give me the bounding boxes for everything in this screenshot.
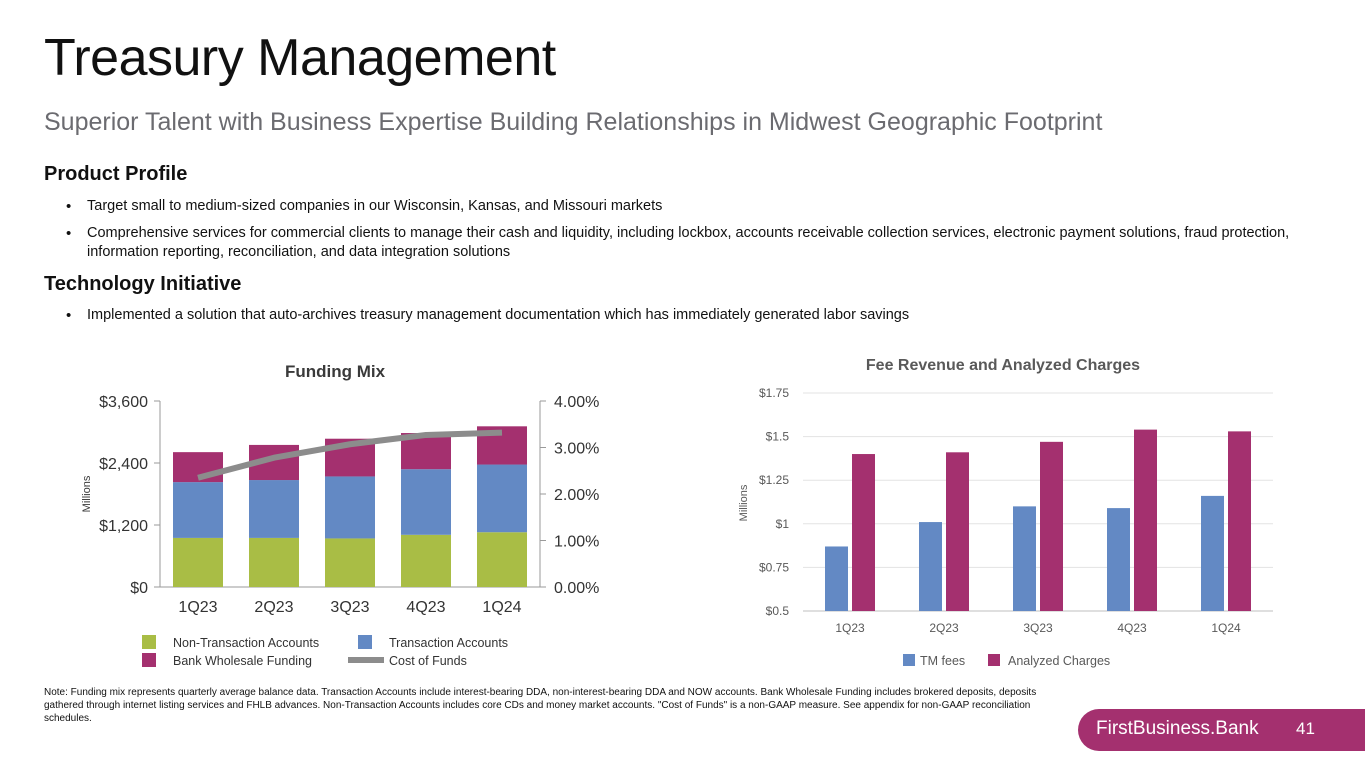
bar-segment — [401, 469, 451, 535]
product-profile-bullets: Target small to medium-sized companies i… — [66, 197, 1306, 270]
legend-label: Analyzed Charges — [1008, 654, 1110, 668]
footnote: Note: Funding mix represents quarterly a… — [44, 687, 1037, 724]
tm-fees-bar — [825, 546, 848, 611]
technology-initiative-bullets: Implemented a solution that auto-archive… — [66, 306, 1306, 333]
y2-tick-label: 2.00% — [554, 487, 599, 504]
bar-segment — [477, 464, 527, 533]
page-number: 41 — [1296, 719, 1315, 738]
y-tick-label: $1 — [776, 517, 790, 531]
y-tick-label: $0.5 — [766, 604, 790, 618]
analyzed-charges-bar — [946, 452, 969, 611]
page-subtitle: Superior Talent with Business Expertise … — [44, 108, 1103, 136]
fee-revenue-chart: Fee Revenue and Analyzed Charges Millions… — [738, 357, 1273, 668]
y-tick-label: $1.25 — [759, 473, 789, 487]
analyzed-charges-bar — [1134, 429, 1157, 611]
section-heading-product-profile: Product Profile — [44, 163, 188, 185]
tm-fees-bar — [1107, 508, 1130, 611]
y-tick-label: $0.75 — [759, 560, 789, 574]
legend-label: TM fees — [920, 654, 965, 668]
y2-tick-label: 1.00% — [554, 534, 599, 551]
y-axis-label: Millions — [81, 475, 93, 512]
bar-segment — [401, 534, 451, 587]
x-tick-label: 2Q23 — [929, 621, 959, 635]
funding-mix-chart: Funding Mix Millions $0 $1,200 $2,400 $3,600 0… — [81, 362, 599, 668]
x-tick-label: 1Q23 — [178, 599, 217, 616]
legend-swatch — [988, 654, 1000, 666]
legend-swatch — [348, 657, 384, 663]
cost-of-funds-line — [197, 429, 503, 481]
bullet-item: Target small to medium-sized companies i… — [66, 197, 1306, 216]
y-tick-label: $1.75 — [759, 386, 789, 400]
legend-swatch — [142, 635, 156, 649]
y-tick-label: $1.5 — [766, 430, 790, 444]
x-tick-label: 3Q23 — [330, 599, 369, 616]
bullet-item: Implemented a solution that auto-archive… — [66, 306, 1306, 325]
x-tick-label: 1Q23 — [835, 621, 865, 635]
legend-swatch — [358, 635, 372, 649]
bar-segment — [249, 480, 299, 538]
analyzed-charges-bar — [1228, 431, 1251, 611]
tm-fees-bar — [1013, 506, 1036, 611]
legend-swatch — [903, 654, 915, 666]
legend-label: Bank Wholesale Funding — [173, 654, 312, 668]
x-tick-label: 1Q24 — [482, 599, 521, 616]
section-heading-technology-initiative: Technology Initiative — [44, 273, 242, 295]
chart-title: Fee Revenue and Analyzed Charges — [866, 357, 1140, 374]
y-tick-label: $0 — [130, 580, 148, 597]
y2-tick-label: 4.00% — [554, 394, 599, 411]
analyzed-charges-bar — [852, 454, 875, 611]
x-tick-label: 2Q23 — [254, 599, 293, 616]
y2-tick-label: 3.00% — [554, 441, 599, 458]
legend-swatch — [142, 653, 156, 667]
bar-segment — [173, 482, 223, 538]
x-tick-label: 3Q23 — [1023, 621, 1053, 635]
legend-label: Cost of Funds — [389, 654, 467, 668]
bar-segment — [477, 532, 527, 587]
x-tick-label: 4Q23 — [1117, 621, 1147, 635]
y-tick-label: $2,400 — [99, 456, 148, 473]
legend-label: Non-Transaction Accounts — [173, 636, 319, 650]
bar-segment — [173, 537, 223, 587]
bar-segment — [249, 537, 299, 587]
footer-brand-bar — [1078, 709, 1365, 751]
x-tick-label: 4Q23 — [406, 599, 445, 616]
bullet-item: Comprehensive services for commercial cl… — [66, 224, 1306, 262]
brand-logo-text: FirstBusiness.Bank — [1096, 718, 1259, 739]
page-title: Treasury Management — [44, 29, 556, 87]
tm-fees-bar — [1201, 495, 1224, 611]
legend-label: Transaction Accounts — [389, 636, 508, 650]
bar-segment — [325, 476, 375, 539]
x-tick-label: 1Q24 — [1211, 621, 1241, 635]
analyzed-charges-bar — [1040, 441, 1063, 611]
tm-fees-bar — [919, 522, 942, 611]
bar-segment — [325, 538, 375, 587]
y2-tick-label: 0.00% — [554, 580, 599, 597]
y-axis-label: Millions — [738, 484, 750, 521]
y-tick-label: $1,200 — [99, 518, 148, 535]
chart-title: Funding Mix — [285, 362, 386, 381]
y-tick-label: $3,600 — [99, 394, 148, 411]
